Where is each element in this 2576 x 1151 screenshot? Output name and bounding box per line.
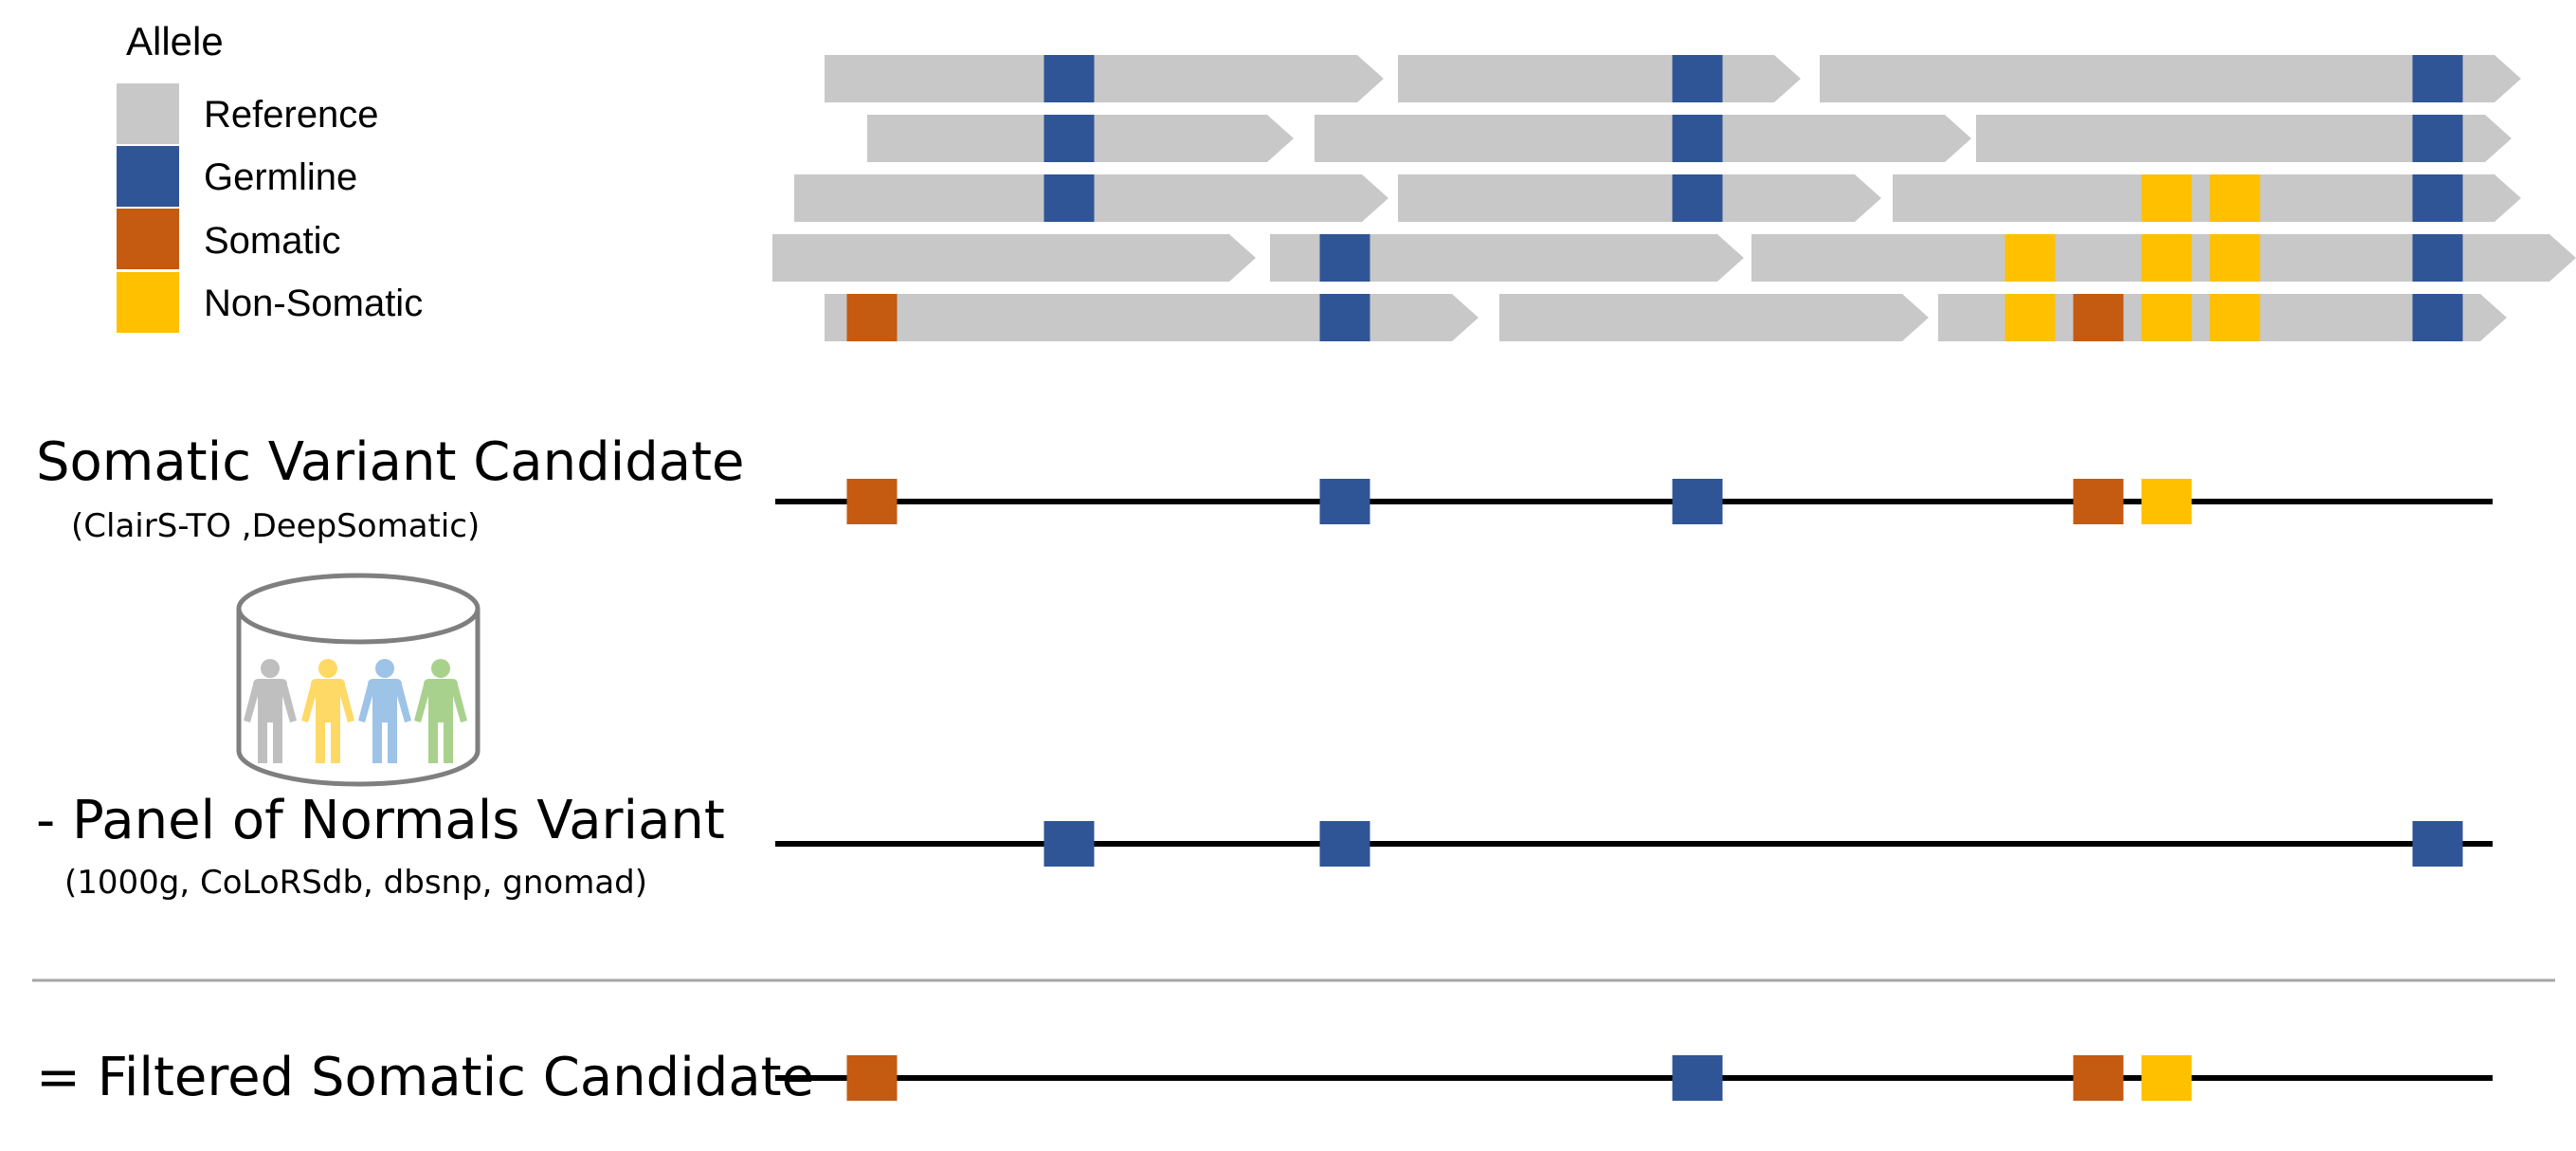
read-variant-germline [2412,174,2463,222]
read-variant-nonsomatic [2005,234,2056,282]
person-icon [414,659,467,763]
track-markers-panel-of-normals [1043,821,2463,867]
track-markers-somatic-candidate [846,479,2192,524]
read-variant-germline [1319,234,1370,282]
read-variant-germline [2412,115,2463,162]
legend-swatch-reference [117,83,179,144]
legend-label-nonsomatic: Non-Somatic [204,283,423,324]
read-variant-germline [1672,115,1723,162]
database-people-icon [236,573,481,787]
track-marker-somatic [846,479,898,524]
track-marker-germline [2412,821,2463,867]
track-title-filtered-candidate: = Filtered Somatic Candidate [36,1047,814,1108]
track-marker-germline [1319,479,1370,524]
read-arrow [1820,55,2521,102]
track-filtered-candidate: = Filtered Somatic Candidate [36,1047,2493,1108]
read-variant-somatic [846,294,898,341]
read-variant-germline [1672,174,1723,222]
database-cylinder-body [236,609,481,787]
track-marker-germline [1672,479,1723,524]
track-marker-germline [1043,821,1095,867]
read-arrow [1398,174,1881,222]
legend-title: Allele [126,19,224,64]
legend-swatch-germline [117,146,179,207]
read-arrow [1315,115,1971,162]
track-marker-germline [1319,821,1370,867]
legend-label-somatic: Somatic [204,220,341,262]
track-marker-nonsomatic [2141,479,2192,524]
read-arrow [1270,234,1744,282]
read-variant-nonsomatic [2005,294,2056,341]
read-variant-nonsomatic [2141,294,2192,341]
read-variant-germline [1043,115,1095,162]
person-icon [244,659,297,763]
aligned-reads [772,55,2576,341]
read-variant-germline [2412,294,2463,341]
read-arrow [825,294,1478,341]
people-group [244,659,467,763]
read-variant-germline [2412,234,2463,282]
read-variant-germline [2412,55,2463,102]
database-cylinder-top [236,573,481,645]
track-markers-filtered-candidate [846,1055,2192,1101]
legend-label-germline: Germline [204,156,357,198]
read-arrow [825,55,1384,102]
read-variant-germline [1672,55,1723,102]
track-marker-somatic [2073,1055,2124,1101]
legend-swatch-somatic [117,209,179,269]
read-variant-germline [1319,294,1370,341]
read-variant-germline [1043,174,1095,222]
person-icon [301,659,354,763]
track-subtitle-panel-of-normals: (1000g, CoLoRSdb, dbsnp, gnomad) [64,864,647,902]
legend-label-reference: Reference [204,94,379,136]
read-arrow [1976,115,2512,162]
read-variant-somatic [2073,294,2124,341]
track-title-panel-of-normals: - Panel of Normals Variant [36,790,725,851]
read-arrow [1499,294,1929,341]
legend-swatch-nonsomatic [117,272,179,333]
track-marker-germline [1672,1055,1723,1101]
track-marker-nonsomatic [2141,1055,2192,1101]
read-variant-germline [1043,55,1095,102]
track-title-somatic-candidate: Somatic Variant Candidate [36,431,745,493]
legend: Allele Reference Germline Somatic Non-So… [117,19,423,333]
read-arrow [772,234,1256,282]
read-variant-nonsomatic [2141,234,2192,282]
read-variant-nonsomatic [2209,174,2260,222]
read-arrow [1398,55,1801,102]
read-variant-nonsomatic [2141,174,2192,222]
track-panel-of-normals: - Panel of Normals Variant (1000g, CoLoR… [36,790,2493,902]
track-somatic-candidate: Somatic Variant Candidate (ClairS-TO ,De… [36,431,2493,545]
track-subtitle-somatic-candidate: (ClairS-TO ,DeepSomatic) [71,507,480,545]
read-arrow [1893,174,2521,222]
track-marker-somatic [2073,479,2124,524]
read-variant-nonsomatic [2209,294,2260,341]
read-variant-nonsomatic [2209,234,2260,282]
track-marker-somatic [846,1055,898,1101]
person-icon [358,659,411,763]
